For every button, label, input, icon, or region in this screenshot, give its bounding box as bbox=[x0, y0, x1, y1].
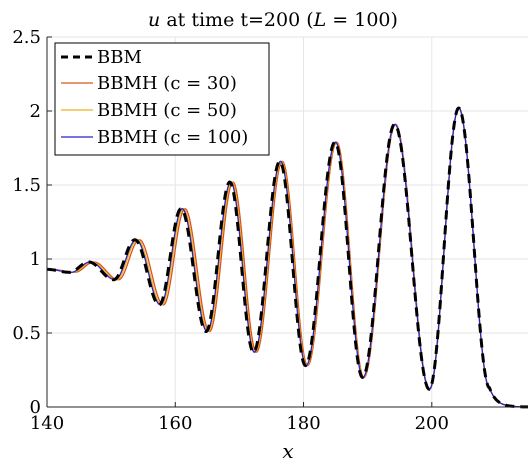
y-tick-label: 2 bbox=[30, 101, 41, 122]
axes bbox=[46, 36, 528, 408]
legend-label-c50: BBMH (c = 50) bbox=[97, 100, 237, 121]
legend: BBM BBMH (c = 30) BBMH (c = 50) BBMH (c … bbox=[54, 42, 270, 156]
y-tick-label: 2.5 bbox=[12, 27, 41, 48]
legend-label-bbm: BBM bbox=[97, 47, 142, 68]
plot-lines bbox=[46, 106, 528, 409]
legend-label-c100: BBMH (c = 100) bbox=[97, 127, 248, 148]
x-tick-label: 200 bbox=[415, 413, 449, 434]
y-tick-label: 0 bbox=[30, 397, 41, 418]
x-tick-label: 160 bbox=[158, 413, 192, 434]
y-tick-label: 1.5 bbox=[12, 175, 41, 196]
x-axis-label: x bbox=[282, 439, 293, 463]
y-tick-label: 1 bbox=[30, 249, 41, 270]
series-line-bbm bbox=[46, 106, 528, 409]
y-tick-label: 0.5 bbox=[12, 323, 41, 344]
legend-box bbox=[54, 42, 270, 156]
legend-label-c30: BBMH (c = 30) bbox=[97, 73, 237, 94]
x-tick-label: 140 bbox=[30, 413, 64, 434]
tick-labels: 140 160 180 200 0 0.5 1 1.5 2 2.5 bbox=[12, 27, 449, 434]
chart-title: u at time t=200 (L = 100) bbox=[148, 9, 398, 31]
x-tick-label: 180 bbox=[286, 413, 320, 434]
